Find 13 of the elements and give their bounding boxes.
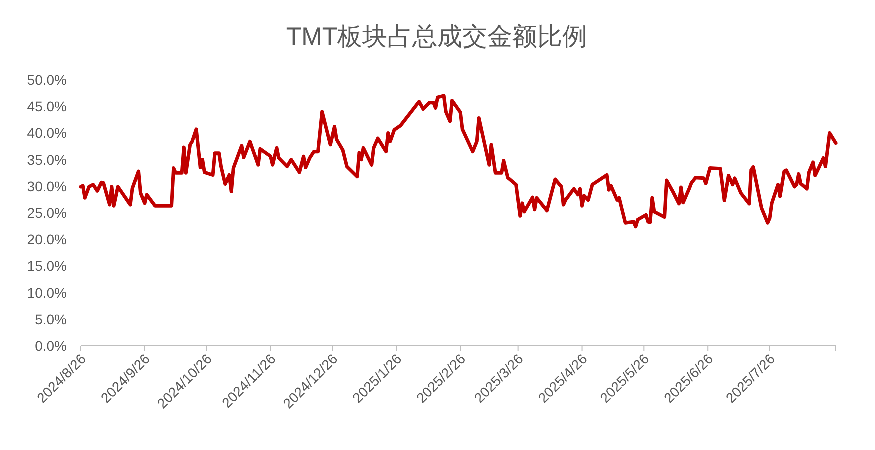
y-tick-label: 50.0% (27, 72, 67, 88)
y-tick-label: 45.0% (27, 98, 67, 115)
chart-title: TMT板块占总成交金额比例 (286, 23, 588, 51)
y-tick-label: 20.0% (27, 232, 67, 248)
y-tick-label: 40.0% (27, 125, 67, 142)
y-tick-label: 25.0% (27, 205, 67, 221)
y-tick-label: 30.0% (27, 178, 67, 194)
line-series (79, 94, 838, 229)
y-tick-label: 10.0% (27, 284, 67, 301)
y-tick-label: 5.0% (35, 311, 67, 328)
y-tick-label: 0.0% (35, 338, 67, 354)
y-tick-label: 15.0% (27, 258, 67, 274)
y-tick-label: 35.0% (27, 152, 67, 168)
